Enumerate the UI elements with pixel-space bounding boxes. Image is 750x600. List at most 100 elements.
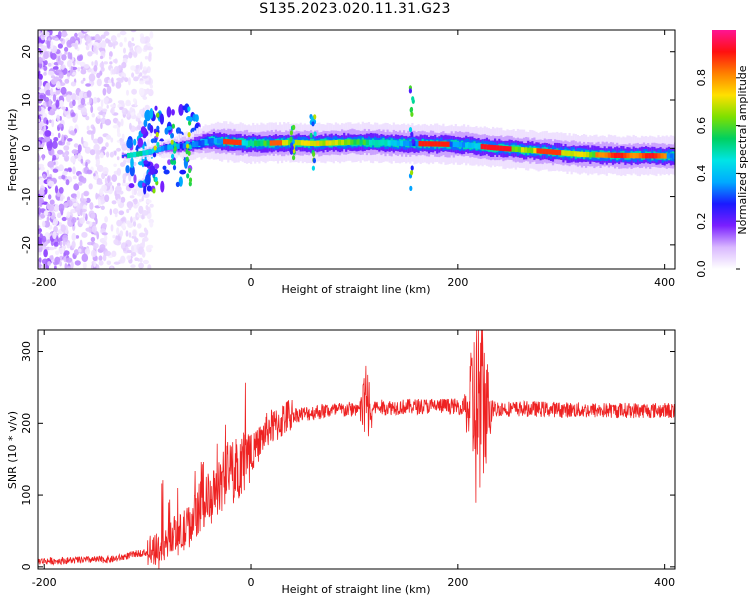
spectrogram-ridge-core [558,150,562,156]
spectrogram-ridge-core [424,141,428,147]
spectrogram-noise-cell [73,202,78,207]
spectrogram-noise-cell [66,72,71,77]
spectrogram-noise-cell [136,214,143,218]
spectrogram-noise-cell [113,43,116,49]
spectrogram-noise-cell [65,257,73,263]
spectrogram-noise-cell [149,31,154,39]
spectrogram-noise-cell [38,62,43,69]
spectrogram-ridge-core [427,141,432,147]
spectrogram-noise-cell [93,173,96,177]
spectrogram-ridge-core [375,139,379,146]
spectrogram-ridge-core [669,153,673,159]
spectrogram-noise-cell [110,35,117,43]
spectrogram-ridge-core [533,148,537,154]
spectrogram-noise-cell [106,85,112,95]
spectrogram-ridge-core [288,139,292,146]
spectrogram-burst-cell [411,138,415,144]
spectrogram-noise-cell [102,88,107,96]
spectrogram-noise-cell [66,199,73,207]
snr-ytick-label: 300 [20,341,33,362]
spectrogram-noise-cell [57,43,64,49]
spectrogram-noise-cell [125,109,128,114]
spectrogram-ridge-core [133,151,137,158]
spectrogram-ridge-core [151,148,155,154]
spectrogram-noise-cell [54,185,59,194]
spectrogram-noise-cell [61,32,68,37]
spectrogram-noise-cell [38,106,42,112]
spectrogram-ridge-core [350,139,354,145]
spectrogram-noise-cell [143,227,147,233]
spectrogram-noise-cell [59,197,64,202]
spectrogram-noise-cell [79,208,83,216]
spectrogram-ridge-core [458,141,463,148]
spectrogram-noise-cell [142,66,147,71]
spectrogram-burst-cell [312,151,316,157]
spectrogram-noise-cell [50,78,58,85]
spectrogram-noise-cell [46,119,49,125]
spectrogram-noise-cell [96,181,103,185]
spectrogram-ridge-core [548,149,552,155]
spectrogram-noise-cell [99,62,105,69]
spectrogram-noise-cell [133,204,138,209]
spectrogram-noise-cell [58,71,64,79]
spectrogram-noise-cell [137,258,140,262]
spectrogram-noise-cell [113,67,117,75]
spectrogram-noise-cell [51,132,54,137]
colorbar: 0.0 0.2 0.4 0.6 0.8 Normalized spectral ampl… [695,30,749,278]
spectrogram-noise-cell [110,266,114,269]
spectrogram-noise-cell [126,255,132,261]
spectrogram-burst-cell [313,114,317,120]
spectrogram-noise-cell [61,174,66,180]
spectrogram-noise-cell [128,51,133,59]
spectrogram-noise-cell [46,176,52,180]
spectrogram-noise-cell [92,138,99,144]
spectrogram-noise-cell [96,264,100,269]
spectrogram-noise-cell [135,65,140,69]
spectrogram-transition-cell [128,183,135,189]
spectrogram-noise-cell [43,31,50,37]
spectrogram-noise-cell [105,134,112,140]
spectrogram-noise-cell [93,260,96,268]
spectrogram-ridge-core [483,144,487,150]
spectrogram-burst-cell [410,111,414,117]
spectrogram-ridge-core [573,151,577,157]
spectrogram-noise-cell [108,56,112,60]
spectrogram-transition-cell [140,126,146,135]
spectrogram-noise-cell [98,260,104,266]
spectrogram-noise-cell [76,190,81,200]
spectrogram-noise-cell [70,65,74,74]
spectrogram-ridge-core [415,141,419,147]
spectrogram-noise-cell [149,203,154,208]
spectrogram-noise-cell [86,169,93,174]
spectrogram-noise-cell [63,145,70,151]
spectrogram-burst-cell [155,131,159,138]
spectrogram-noise-cell [141,75,148,79]
spectrogram-noise-cell [100,99,104,108]
spectrogram-noise-cell [80,80,84,84]
spectrogram-burst-cell [154,137,158,143]
spectrogram-noise-cell [98,198,101,207]
spectrogram-noise-cell [125,230,129,237]
spectrogram-noise-cell [113,261,121,265]
spectrogram-noise-cell [92,126,96,135]
spectrogram-noise-cell [136,46,143,54]
spectrogram-burst-cell [289,149,293,155]
snr-xtick-label: 0 [248,576,255,589]
spectrogram-noise-cell [39,94,44,99]
snr-y-ticks: 0 100 200 300 [20,341,675,570]
spectrogram-ridge-core [465,142,469,148]
spectrogram-ridge-core [592,152,596,158]
spectrogram-burst-cell [312,158,316,164]
spectrogram-transition-cell [182,105,186,111]
spectrogram-ridge-core [378,140,382,146]
spectrogram-noise-cell [121,76,125,81]
spectrogram-noise-cell [82,210,86,219]
spectrogram-noise-cell [116,147,121,152]
spectrogram-noise-cell [104,194,110,203]
spectrogram-noise-cell [126,89,129,96]
spectrogram-noise-cell [84,146,91,154]
spectrogram-noise-cell [128,232,132,238]
spectrogram-burst-cell [173,142,177,148]
spectrogram-noise-cell [104,118,112,126]
spectrogram-noise-cell [100,122,103,129]
